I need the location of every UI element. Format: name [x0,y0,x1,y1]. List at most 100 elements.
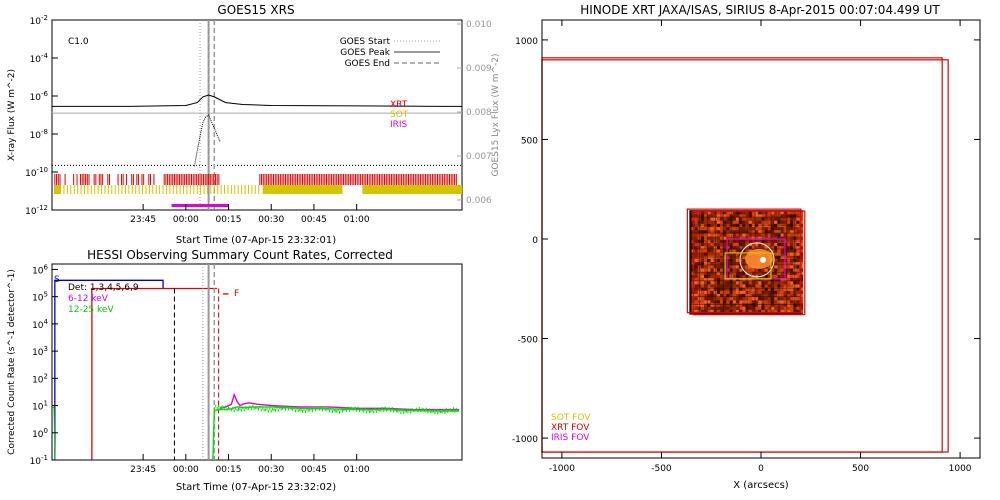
hessi-plot-frame [52,264,462,460]
goes-y2tick-label: 0.010 [466,20,492,30]
xrt-image-pixel [790,243,794,247]
goes-xtick-label: 00:30 [258,215,284,225]
goes-ytick-label: 10-4 [30,52,49,65]
xrt-image-pixel [774,259,778,263]
xrt-image-pixel [774,300,778,304]
xrt-image-pixel [771,306,775,310]
xrt-image-pixel [707,227,711,231]
xrt-image-pixel [765,297,769,301]
xrt-image-pixel [781,220,785,224]
xrt-image-pixel [739,217,743,221]
hessi-series-1 [213,407,459,460]
xrt-image-pixel [765,268,769,272]
xrt-image-pixel [707,284,711,288]
hinode-title: HINODE XRT JAXA/ISAS, SIRIUS 8-Apr-2015 … [580,3,940,17]
xrt-image-pixel [755,233,759,237]
hinode-legend: SOT FOV XRT FOV IRIS FOV [551,413,591,443]
hinode-xtick-label: 0 [758,464,764,474]
xrt-image-pixel [726,297,730,301]
hinode-ytick-label: 500 [521,136,538,146]
xrt-image-pixel [707,259,711,263]
xrt-image-pixel [717,274,721,278]
xrt-image-pixel [723,220,727,224]
xrt-image-pixel [739,274,743,278]
goes-flare-class: C1.0 [68,37,89,47]
hessi-ytick-label: 103 [32,345,48,358]
xrt-image-pixel [742,220,746,224]
goes-xlabel: Start Time (07-Apr-15 23:32:01) [176,235,336,246]
sot-observation-block [263,185,343,194]
hessi-ytick-label: 102 [32,372,48,385]
xrt-image-pixel [717,284,721,288]
xrt-flare-core [760,257,766,263]
xrt-image-pixel [733,290,737,294]
xrt-image-pixel [717,236,721,240]
xrt-image-pixel [787,217,791,221]
xrt-image [689,210,803,315]
xrt-image-pixel [723,243,727,247]
goes-series-1 [194,115,220,166]
goes-xtick-label: 00:00 [173,215,199,225]
xrt-image-pixel [733,227,737,231]
xrt-image-pixel [755,217,759,221]
xrt-image-pixel [774,281,778,285]
xrt-image-pixel [701,227,705,231]
xrt-image-pixel [781,265,785,269]
hessi-xtick-label: 23:45 [130,465,156,475]
xrt-image-pixel [787,274,791,278]
xrt-image-pixel [749,290,753,294]
xrt-image-pixel [707,274,711,278]
xrt-image-pixel [781,281,785,285]
xrt-image-pixel [701,220,705,224]
xrt-image-pixel [749,217,753,221]
xrt-image-pixel [742,290,746,294]
xrt-image-pixel [771,227,775,231]
xrt-image-pixel [710,227,714,231]
hessi-legend: Det: 1,3,4,5,6,9 6-12 keV 12-25 keV [68,283,139,315]
goes-ytick-label: 10-6 [30,90,49,103]
xrt-image-pixel [796,274,800,278]
xrt-image-pixel [781,259,785,263]
xrt-image-pixel [710,284,714,288]
xrt-image-pixel [710,297,714,301]
xrt-image-pixel [790,306,794,310]
xrt-image-pixel [749,297,753,301]
xrt-image-pixel [787,236,791,240]
xrt-image-pixel [707,290,711,294]
xrt-image-pixel [710,249,714,253]
xrt-image-pixel [774,243,778,247]
hessi-marker-f: F [234,289,239,299]
xrt-image-pixel [796,268,800,272]
goes-label-iris: IRIS [390,120,408,130]
iris-observation-bar [172,204,229,207]
xrt-image-pixel [787,281,791,285]
xrt-image-pixel [755,281,759,285]
xrt-image-pixel [726,281,730,285]
xrt-image-pixel [749,300,753,304]
xrt-image-pixel [717,220,721,224]
goes-y2tick-label: 0.007 [466,152,492,162]
xrt-image-pixel [774,249,778,253]
xrt-image-pixel [707,281,711,285]
xrt-image-pixel [749,284,753,288]
xrt-image-pixel [765,290,769,294]
xrt-image-pixel [749,233,753,237]
xrt-image-pixel [739,290,743,294]
sot-observation-block [54,185,61,194]
hessi-ylabel: Corrected Count Rate (s^-1 detector^-1) [7,269,17,455]
xrt-image-pixel [787,259,791,263]
xrt-image-pixel [781,249,785,253]
xrt-image-pixel [739,233,743,237]
xrt-image-pixel [774,268,778,272]
xrt-image-pixel [781,290,785,294]
xrt-image-pixel [787,306,791,310]
xrt-image-pixel [695,233,699,237]
xrt-image-pixel [723,281,727,285]
xrt-image-pixel [742,281,746,285]
xrt-image-pixel [717,290,721,294]
xrt-image-pixel [755,297,759,301]
goes-label-sot: SOT [390,110,409,120]
xrt-image-pixel [701,268,705,272]
hessi-legend-12-25: 12-25 keV [68,305,114,315]
